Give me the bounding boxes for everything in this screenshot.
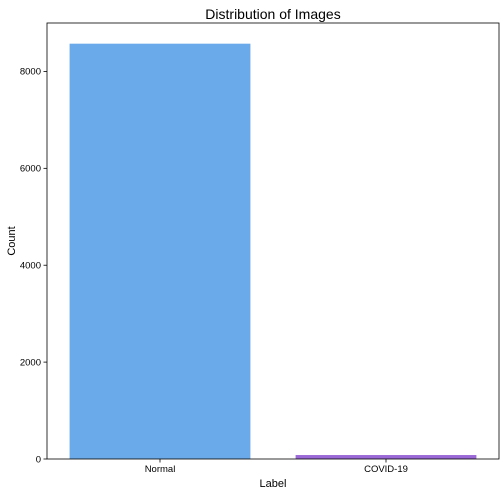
chart-title: Distribution of Images bbox=[205, 6, 340, 22]
y-tick-label: 0 bbox=[36, 454, 41, 465]
y-tick-label: 6000 bbox=[20, 164, 41, 175]
bars-layer bbox=[69, 43, 477, 459]
x-axis-ticks: Normal COVID-19 bbox=[145, 459, 408, 475]
x-axis-label: Label bbox=[260, 478, 287, 490]
bar-normal bbox=[69, 43, 251, 459]
x-tick-label: Normal bbox=[145, 464, 176, 475]
y-axis-ticks: 0 2000 4000 6000 8000 bbox=[20, 67, 47, 465]
y-tick-label: 4000 bbox=[20, 261, 41, 272]
y-tick-label: 2000 bbox=[20, 357, 41, 368]
y-axis-label: Count bbox=[6, 226, 18, 255]
x-tick-label: COVID-19 bbox=[364, 464, 408, 475]
y-tick-label: 8000 bbox=[20, 67, 41, 78]
bar-covid-19 bbox=[295, 455, 477, 459]
plot-area-frame bbox=[46, 22, 500, 460]
